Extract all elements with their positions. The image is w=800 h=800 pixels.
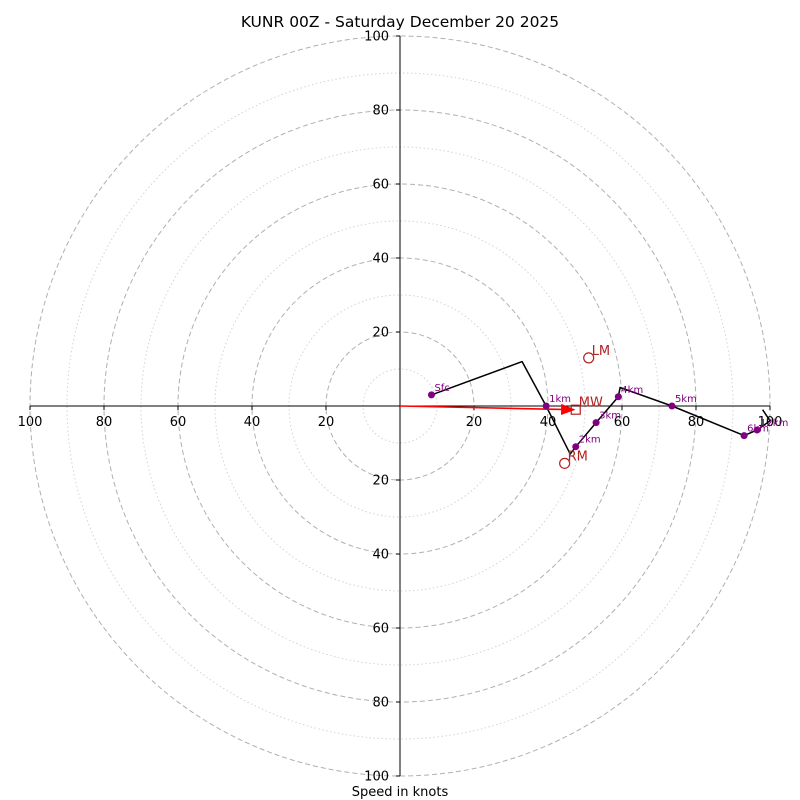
level-marker-4km	[614, 393, 622, 401]
level-marker-2km	[572, 443, 580, 451]
x-tick-label: 60	[170, 415, 187, 430]
level-label-1km: 1km	[549, 394, 571, 405]
level-marker-3km	[592, 419, 600, 427]
lm-marker	[583, 352, 595, 364]
level-marker-sfc	[427, 391, 435, 399]
level-label-sfc: Sfc	[434, 383, 449, 394]
y-tick-label: 40	[372, 252, 389, 267]
chart-title: KUNR 00Z - Saturday December 20 2025	[241, 13, 559, 31]
y-tick-label: 60	[372, 178, 389, 193]
mw-label: MW	[579, 396, 603, 411]
lm-label: LM	[592, 344, 610, 359]
y-tick-label: 80	[372, 696, 389, 711]
storm-motions: LM RM MW	[559, 344, 610, 469]
rm-marker	[559, 457, 571, 469]
x-tick-label: 100	[758, 415, 783, 430]
y-tick-label: 40	[372, 548, 389, 563]
mw-marker	[570, 404, 581, 415]
y-tick-label: 100	[364, 770, 389, 785]
x-axis-label: Speed in knots	[352, 785, 449, 800]
y-tick-label: 20	[372, 326, 389, 341]
y-tick-label: 100	[364, 30, 389, 45]
level-label-5km: 5km	[675, 394, 697, 405]
x-tick-label: 80	[96, 415, 113, 430]
level-label-4km: 4km	[621, 385, 643, 396]
level-label-12km: 12km	[760, 418, 788, 429]
x-tick-label: 100	[18, 415, 43, 430]
rm-label: RM	[568, 449, 588, 464]
x-tick-label: 40	[244, 415, 261, 430]
y-tick-label: 20	[372, 474, 389, 489]
level-marker-6km	[740, 432, 748, 440]
y-tick-label: 60	[372, 622, 389, 637]
x-tick-label: 60	[614, 415, 631, 430]
height-levels: Sfc1km2km3km4km5km6km12km	[427, 383, 788, 451]
level-marker-12km	[753, 426, 761, 434]
x-tick-label: 80	[688, 415, 705, 430]
level-marker-1km	[542, 402, 550, 410]
y-tick-label: 80	[372, 104, 389, 119]
x-tick-label: 20	[318, 415, 335, 430]
axis-tick-labels: 1001008080606040402020202040406060808010…	[18, 30, 783, 785]
x-tick-label: 20	[466, 415, 483, 430]
level-marker-5km	[668, 402, 676, 410]
level-label-2km: 2km	[579, 435, 601, 446]
level-label-3km: 3km	[599, 411, 621, 422]
